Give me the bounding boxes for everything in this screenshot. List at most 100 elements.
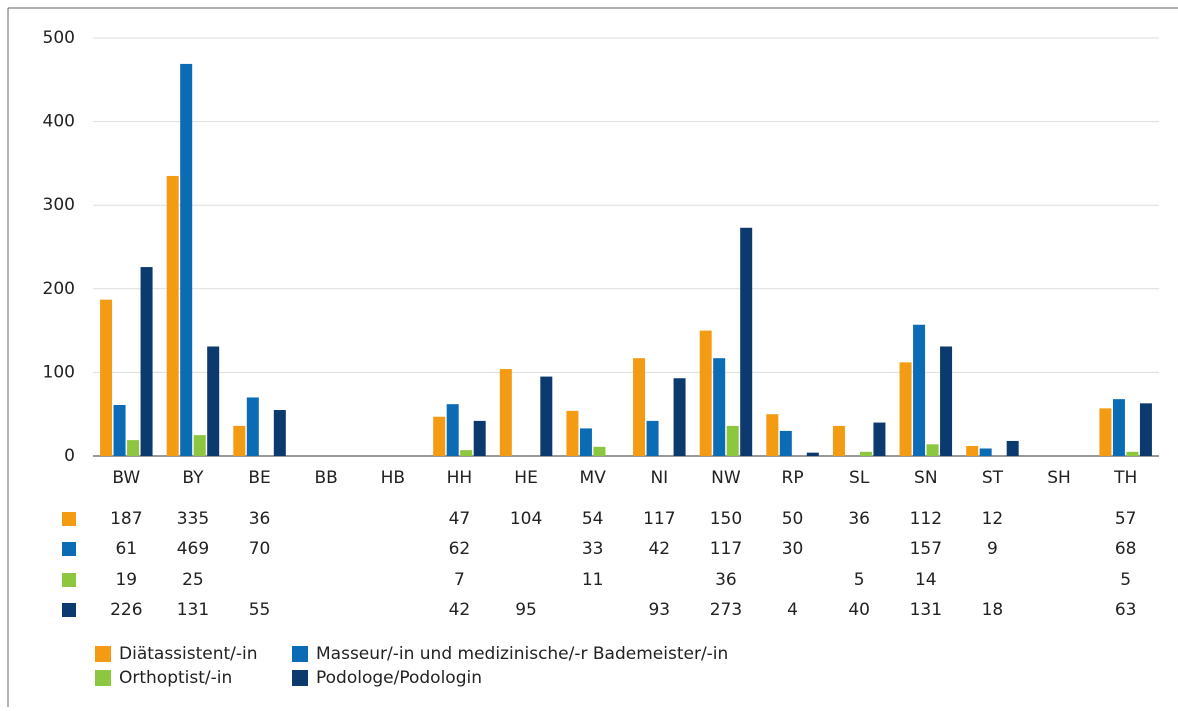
- table-value: 19: [115, 570, 137, 590]
- y-tick-label: 0: [64, 446, 75, 466]
- table-value: 36: [715, 570, 737, 590]
- table-value: 150: [710, 509, 742, 529]
- x-tick-label: RP: [782, 468, 804, 488]
- x-tick-label: HE: [514, 468, 538, 488]
- y-tick-label: 100: [43, 362, 75, 382]
- bar: [832, 425, 845, 456]
- table-value: 12: [982, 509, 1004, 529]
- table-value: 54: [582, 509, 604, 529]
- table-swatch: [62, 573, 76, 587]
- bar: [446, 404, 459, 456]
- table-value: 36: [848, 509, 870, 529]
- bar: [140, 267, 153, 456]
- table-value: 30: [782, 539, 804, 559]
- bar: [633, 358, 646, 456]
- x-tick-label: SN: [914, 468, 938, 488]
- x-tick-label: NI: [650, 468, 668, 488]
- y-tick-label: 300: [43, 195, 75, 215]
- table-value: 14: [915, 570, 937, 590]
- bar: [940, 346, 953, 456]
- bar: [246, 397, 259, 456]
- table-value: 95: [515, 600, 537, 620]
- bar: [499, 369, 512, 456]
- table-swatch: [62, 542, 76, 556]
- x-tick-label: BY: [182, 468, 204, 488]
- table-value: 25: [182, 570, 204, 590]
- x-tick-label: SH: [1047, 468, 1071, 488]
- table-value: 5: [1120, 570, 1131, 590]
- x-tick-label: ST: [982, 468, 1004, 488]
- legend-label: Podologe/Podologin: [316, 668, 482, 688]
- x-tick-label: HB: [381, 468, 405, 488]
- legend-label: Diätassistent/-in: [119, 644, 258, 664]
- table-swatch: [62, 512, 76, 526]
- bar: [100, 299, 113, 456]
- bar: [180, 63, 193, 456]
- x-tick-label: HH: [447, 468, 473, 488]
- bar: [579, 428, 592, 456]
- table-value: 117: [710, 539, 742, 559]
- bar: [460, 450, 473, 456]
- bar: [207, 346, 220, 456]
- y-tick-label: 200: [43, 279, 75, 299]
- table-value: 4: [787, 600, 798, 620]
- bar: [566, 410, 579, 456]
- table-value: 104: [510, 509, 542, 529]
- bar: [873, 422, 886, 456]
- bar: [1099, 408, 1112, 456]
- table-value: 469: [177, 539, 209, 559]
- bar: [926, 444, 939, 456]
- bar: [593, 446, 606, 456]
- bar: [433, 416, 446, 456]
- table-value: 157: [910, 539, 942, 559]
- bar: [646, 420, 659, 456]
- table-value: 273: [710, 600, 742, 620]
- bar: [673, 378, 686, 456]
- table-value: 50: [782, 509, 804, 529]
- legend-label: Masseur/-in und medizinische/-r Bademeis…: [316, 644, 728, 664]
- bar: [113, 405, 126, 456]
- table-swatch: [62, 603, 76, 617]
- table-value: 187: [110, 509, 142, 529]
- table-value: 335: [177, 509, 209, 529]
- table-value: 7: [454, 570, 465, 590]
- bar: [233, 425, 246, 456]
- table-value: 42: [648, 539, 670, 559]
- bar: [766, 414, 779, 456]
- table-value: 131: [910, 600, 942, 620]
- legend-swatch: [292, 670, 308, 686]
- bar: [473, 420, 486, 456]
- table-value: 5: [854, 570, 865, 590]
- table-value: 117: [643, 509, 675, 529]
- table-value: 112: [910, 509, 942, 529]
- bar: [779, 430, 792, 456]
- bar: [273, 410, 286, 456]
- table-value: 42: [449, 600, 471, 620]
- table-value: 33: [582, 539, 604, 559]
- bar: [726, 425, 739, 456]
- bar: [966, 445, 979, 456]
- x-tick-label: BB: [315, 468, 338, 488]
- legend-label: Orthoptist/-in: [119, 668, 232, 688]
- x-tick-label: MV: [580, 468, 607, 488]
- x-tick-label: BE: [248, 468, 270, 488]
- bar: [1139, 403, 1152, 456]
- table-value: 93: [648, 600, 670, 620]
- bar: [913, 324, 926, 456]
- bar: [1112, 399, 1125, 456]
- bar: [1126, 451, 1139, 456]
- bar: [127, 440, 140, 456]
- y-tick-label: 400: [43, 112, 75, 132]
- bar: [699, 330, 712, 456]
- bar: [899, 362, 912, 456]
- table-value: 131: [177, 600, 209, 620]
- y-tick-label: 500: [43, 28, 75, 48]
- table-value: 40: [848, 600, 870, 620]
- x-tick-label: NW: [711, 468, 741, 488]
- table-value: 57: [1115, 509, 1137, 529]
- bar: [740, 227, 753, 456]
- legend-swatch: [95, 670, 111, 686]
- table-value: 63: [1115, 600, 1137, 620]
- bar: [1006, 440, 1019, 456]
